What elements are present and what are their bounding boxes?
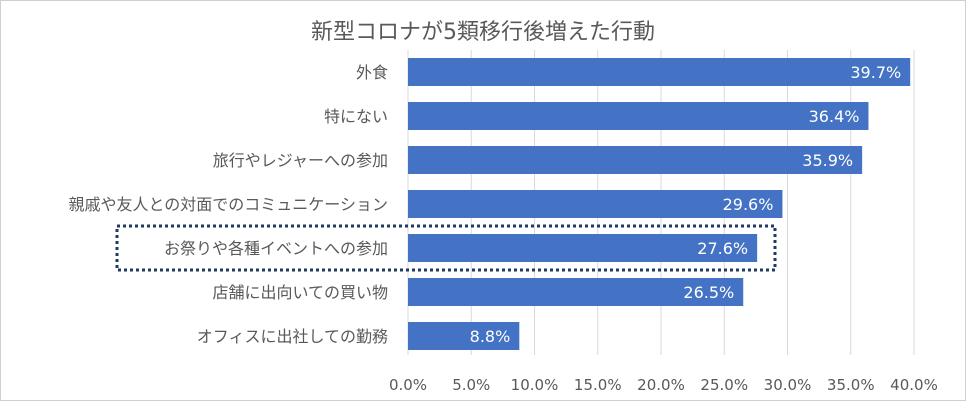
data-label: 27.6% [697,239,748,258]
bars [408,58,911,350]
bar [408,190,783,218]
category-label: 旅行やレジャーへの参加 [213,151,388,170]
bar [408,102,869,130]
category-label: 特にない [324,107,388,126]
x-tick-label: 0.0% [389,376,427,394]
data-label: 39.7% [850,63,901,82]
category-label: 店舗に出向いての買い物 [212,283,388,302]
x-tick-label: 30.0% [764,376,812,394]
x-tick-label: 15.0% [574,376,622,394]
data-label: 26.5% [683,283,734,302]
bar [408,58,911,86]
bar [408,322,520,350]
x-tick-labels: 0.0% 5.0% 10.0% 15.0% 20.0% 25.0% 30.0% 35.0% 40… [389,376,938,394]
data-label: 35.9% [802,151,853,170]
data-label: 8.8% [470,327,511,346]
highlight [115,224,777,272]
x-tick-label: 35.0% [827,376,875,394]
category-labels: 外食特にない旅行やレジャーへの参加親戚や友人との対面でのコミュニケーションお祭り… [68,63,388,346]
category-label: オフィスに出社しての勤務 [197,327,388,346]
x-tick-label: 5.0% [452,376,490,394]
category-label: 親戚や友人との対面でのコミュニケーション [68,195,388,214]
x-tick-label: 25.0% [700,376,748,394]
x-tick-label: 20.0% [637,376,685,394]
chart-title: 新型コロナが5類移行後増えた行動 [311,20,655,45]
bar [408,234,758,262]
bar [408,278,744,306]
highlight-box [115,224,777,272]
data-label: 29.6% [723,195,774,214]
x-tick-label: 10.0% [511,376,559,394]
category-label: お祭りや各種イベントへの参加 [164,239,388,258]
x-tick-label: 40.0% [890,376,938,394]
data-labels: 39.7% 36.4% 35.9% 29.6% 27.6% 26.5% 8.8% [470,63,902,346]
data-label: 36.4% [809,107,860,126]
bar [408,146,863,174]
category-label: 外食 [356,63,388,82]
